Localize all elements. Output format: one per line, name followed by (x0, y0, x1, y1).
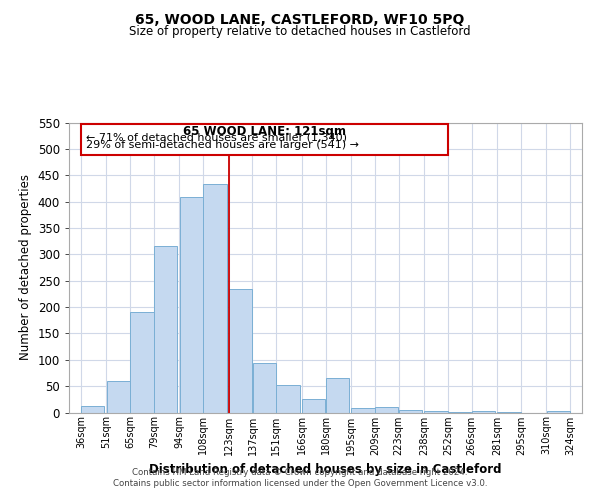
Text: Size of property relative to detached houses in Castleford: Size of property relative to detached ho… (129, 25, 471, 38)
Bar (375, 406, 398, 412)
Text: ← 71% of detached houses are smaller (1,340): ← 71% of detached houses are smaller (1,… (86, 132, 347, 142)
Bar (203, 184, 227, 412)
Bar (229, 288, 252, 412)
Bar (107, 382, 130, 412)
Text: 65, WOOD LANE, CASTLEFORD, WF10 5PQ: 65, WOOD LANE, CASTLEFORD, WF10 5PQ (136, 12, 464, 26)
Bar (154, 246, 178, 412)
Y-axis label: Number of detached properties: Number of detached properties (19, 174, 32, 360)
Bar (399, 410, 422, 412)
Bar (179, 198, 203, 412)
Bar (302, 400, 325, 412)
Bar (351, 408, 374, 412)
Bar (326, 378, 349, 412)
Text: 29% of semi-detached houses are larger (541) →: 29% of semi-detached houses are larger (… (86, 140, 359, 150)
Bar (253, 363, 276, 412)
FancyBboxPatch shape (81, 124, 448, 155)
Bar (277, 385, 300, 412)
Bar (81, 406, 104, 412)
Text: 65 WOOD LANE: 121sqm: 65 WOOD LANE: 121sqm (183, 124, 346, 138)
Text: Contains HM Land Registry data © Crown copyright and database right 2024.
Contai: Contains HM Land Registry data © Crown c… (113, 468, 487, 487)
X-axis label: Distribution of detached houses by size in Castleford: Distribution of detached houses by size … (149, 463, 502, 476)
Bar (130, 312, 154, 412)
